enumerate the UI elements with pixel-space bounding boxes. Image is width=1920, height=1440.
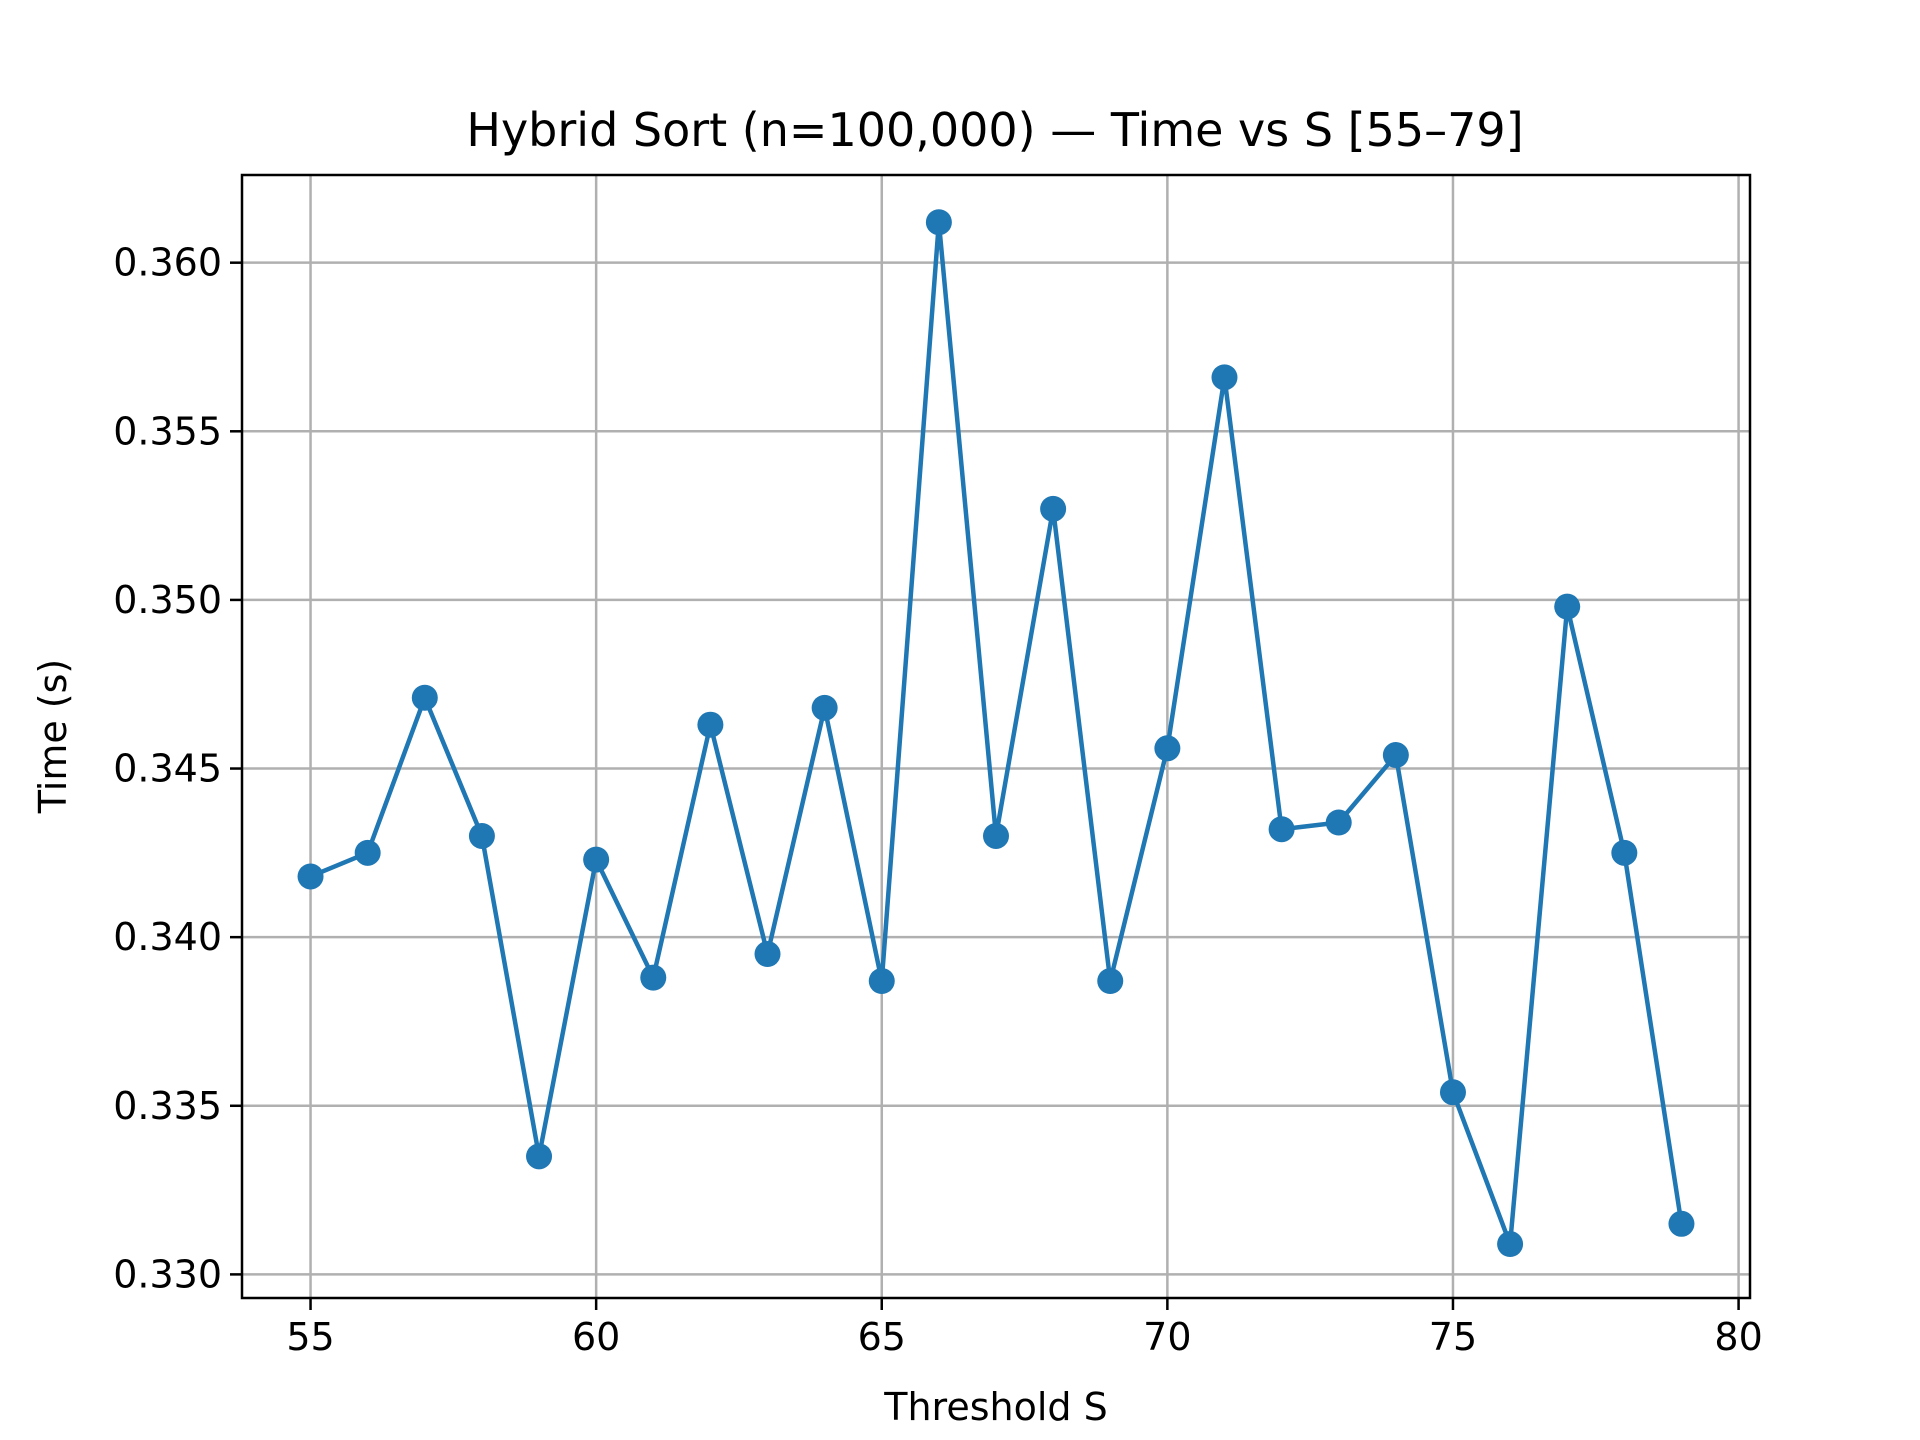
data-point: [1382, 742, 1409, 769]
x-axis-title: Threshold S: [883, 1385, 1107, 1429]
data-point: [1268, 816, 1295, 843]
data-point: [468, 822, 495, 849]
data-point: [983, 822, 1009, 849]
x-axis-ticks: 55 60 65 70 75 80: [286, 1298, 1763, 1359]
data-series: [297, 209, 1695, 1258]
y-tick-label: 0.340: [113, 915, 222, 959]
y-tick-label: 0.355: [113, 409, 222, 453]
data-point: [1668, 1210, 1695, 1237]
data-point: [1211, 364, 1238, 391]
x-tick-label: 65: [858, 1315, 906, 1359]
data-point: [526, 1143, 553, 1170]
plot-frame: [240, 173, 1752, 1300]
y-axis-ticks: 0.330 0.335 0.340 0.345 0.350 0.355 0.360: [113, 241, 242, 1296]
data-point: [1611, 839, 1638, 866]
y-tick-label: 0.345: [113, 747, 222, 791]
y-tick-label: 0.330: [113, 1252, 222, 1296]
chart-title: Hybrid Sort (n=100,000) — Time vs S [55–…: [466, 103, 1523, 157]
y-tick-label: 0.360: [113, 241, 222, 285]
data-point: [354, 839, 381, 866]
data-point: [754, 941, 781, 968]
data-point: [1554, 593, 1581, 620]
x-tick-label: 55: [286, 1315, 334, 1359]
grid-lines: [242, 175, 1750, 1298]
x-tick-label: 80: [1714, 1315, 1762, 1359]
x-tick-label: 70: [1143, 1315, 1191, 1359]
x-tick-label: 75: [1429, 1315, 1477, 1359]
data-point: [925, 209, 952, 236]
plot-area: 55 60 65 70 75 80 0.3300.3350.3400.3450.3500.…: [113, 173, 1763, 1359]
plot-background: [242, 175, 1750, 1298]
data-point: [1497, 1231, 1524, 1258]
data-point: [1154, 735, 1181, 762]
data-point: [411, 684, 438, 711]
data-point: [640, 964, 667, 991]
data-point: [1097, 967, 1124, 994]
y-axis-title: Time (s): [31, 659, 75, 815]
data-point: [297, 863, 324, 890]
y-tick-label: 0.350: [113, 578, 222, 622]
data-point: [697, 711, 724, 738]
x-tick-label: 60: [572, 1315, 620, 1359]
data-point: [811, 694, 838, 721]
data-point: [583, 846, 610, 873]
data-point: [1439, 1079, 1466, 1106]
data-point: [1325, 809, 1352, 836]
data-point: [1040, 495, 1067, 522]
y-tick-label: 0.335: [113, 1084, 222, 1128]
data-point: [868, 967, 895, 994]
